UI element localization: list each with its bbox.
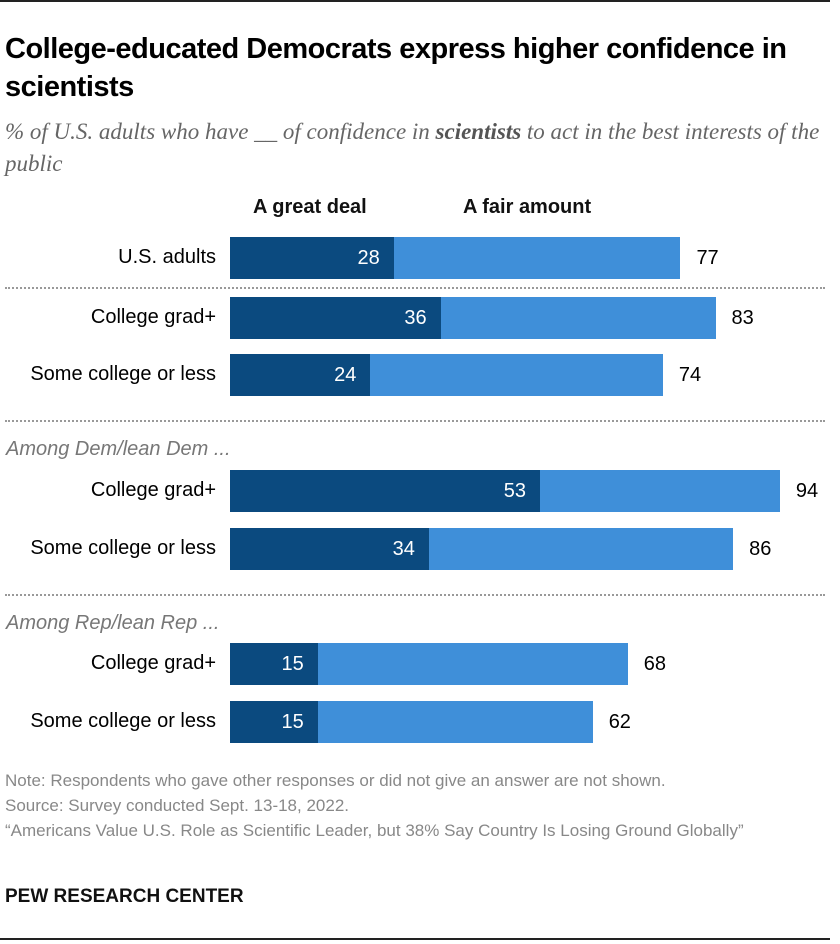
group-divider bbox=[5, 420, 825, 422]
bar-great-deal bbox=[230, 237, 394, 279]
value-total: 77 bbox=[696, 247, 719, 269]
value-total: 86 bbox=[749, 538, 772, 560]
report-text: “Americans Value U.S. Role as Scientific… bbox=[5, 821, 744, 840]
row-label: College grad+ bbox=[90, 306, 216, 328]
value-total: 94 bbox=[795, 480, 819, 502]
chart-subtitle: % of U.S. adults who have __ of confiden… bbox=[5, 116, 825, 180]
legend-fair-amount: A fair amount bbox=[463, 196, 592, 218]
bottom-rule bbox=[0, 938, 830, 940]
bar-great-deal bbox=[230, 297, 441, 339]
value-great-deal: 34 bbox=[392, 538, 415, 560]
row-label: College grad+ bbox=[90, 479, 216, 501]
subtitle-emphasis: scientists bbox=[435, 119, 522, 144]
bar-great-deal bbox=[230, 643, 318, 685]
value-total: 62 bbox=[608, 711, 631, 733]
value-great-deal: 28 bbox=[357, 247, 380, 269]
subtitle-part: % of U.S. adults who have __ of confiden… bbox=[5, 119, 436, 144]
notes: Note: Respondents who gave other respons… bbox=[5, 768, 825, 843]
value-total: 83 bbox=[731, 307, 754, 329]
note-text: Note: Respondents who gave other respons… bbox=[5, 771, 666, 790]
value-great-deal: 24 bbox=[334, 364, 357, 386]
bar-great-deal bbox=[230, 354, 371, 396]
row-label: Some college or less bbox=[30, 363, 216, 385]
bar-great-deal bbox=[230, 470, 541, 512]
legend-great-deal: A great deal bbox=[253, 196, 367, 218]
top-rule bbox=[0, 0, 830, 2]
group-label: Among Rep/lean Rep ... bbox=[6, 612, 220, 634]
chart-title: College-educated Democrats express highe… bbox=[5, 33, 787, 103]
value-great-deal: 15 bbox=[281, 711, 304, 733]
group-divider bbox=[5, 594, 825, 596]
row-label: College grad+ bbox=[90, 652, 216, 674]
row-label: Some college or less bbox=[30, 710, 216, 732]
value-great-deal: 36 bbox=[404, 307, 427, 329]
value-great-deal: 53 bbox=[503, 480, 527, 502]
value-total: 68 bbox=[643, 653, 667, 675]
group-label: Among Dem/lean Dem ... bbox=[6, 438, 231, 460]
pew-logo: PEW RESEARCH CENTER bbox=[5, 886, 244, 907]
source-text: Source: Survey conducted Sept. 13-18, 20… bbox=[5, 796, 350, 815]
subtitle-part: to act in the best interests of the publ… bbox=[5, 119, 820, 176]
bar-great-deal bbox=[230, 701, 318, 743]
group-divider bbox=[5, 287, 825, 289]
row-label: U.S. adults bbox=[118, 246, 216, 268]
value-total: 74 bbox=[678, 364, 702, 386]
row-label: Some college or less bbox=[30, 537, 216, 559]
value-great-deal: 15 bbox=[281, 653, 304, 675]
bar-great-deal bbox=[230, 528, 429, 570]
